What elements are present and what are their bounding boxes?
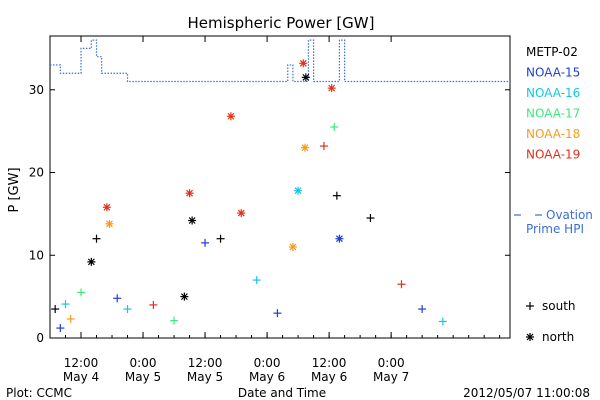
legend-entry-noaa-18: NOAA-18 (526, 127, 580, 141)
x-tick-date-label: May 4 (63, 370, 99, 384)
x-tick-date-label: May 5 (125, 370, 161, 384)
x-tick-date-label: May 7 (373, 370, 409, 384)
y-tick-label: 30 (29, 83, 44, 97)
ovation-line (50, 39, 510, 83)
ovation-step-line (50, 39, 510, 83)
x-tick-date-label: May 6 (249, 370, 285, 384)
data-point-south (438, 317, 447, 326)
plot-frame (49, 35, 511, 339)
data-point-south (330, 123, 339, 132)
y-tick-label: 20 (29, 166, 44, 180)
data-point-south (113, 294, 122, 303)
data-point-north (327, 84, 336, 93)
x-tick-date-label: May 6 (311, 370, 347, 384)
data-point-south (61, 300, 70, 309)
data-point-north (237, 209, 246, 218)
x-tick-time-label: 0:00 (130, 356, 157, 370)
legend-entry-noaa-17: NOAA-17 (526, 107, 580, 121)
chart-title: Hemispheric Power [GW] (188, 14, 375, 32)
x-tick-time-label: 12:00 (188, 356, 223, 370)
data-point-south (149, 300, 158, 309)
data-point-south (332, 191, 341, 200)
legend-entry-noaa-16: NOAA-16 (526, 86, 580, 100)
x-axis-label: Date and Time (238, 386, 326, 400)
data-point-south (273, 309, 282, 318)
y-tick-label: 0 (36, 331, 44, 345)
data-point-south (170, 316, 179, 325)
data-point-north (105, 219, 114, 228)
data-point-south (252, 276, 261, 285)
y-axis-ticks: 0 10 20 30 (29, 83, 510, 345)
north-marker-legend (526, 333, 534, 341)
south-marker-legend (526, 302, 534, 310)
data-point-north (87, 257, 96, 266)
data-point-south (418, 305, 427, 314)
south-marker-label: south (542, 299, 576, 313)
x-tick-time-label: 0:00 (254, 356, 281, 370)
north-marker-label: north (542, 330, 574, 344)
plot-credit: Plot: CCMC (6, 386, 72, 400)
data-point-south (216, 234, 225, 243)
data-points (51, 59, 447, 333)
legend-entry-metp-02: METP-02 (526, 45, 578, 59)
x-tick-time-label: 12:00 (64, 356, 99, 370)
ovation-legend-label: Ovation (546, 208, 593, 222)
data-point-south (201, 238, 210, 247)
data-point-north (301, 73, 310, 82)
data-point-north (288, 242, 297, 251)
data-point-north (102, 203, 111, 212)
data-point-south (366, 214, 375, 223)
data-point-south (77, 288, 86, 297)
data-point-north (188, 216, 197, 225)
data-point-north (300, 143, 309, 152)
data-point-south (397, 280, 406, 289)
data-point-south (123, 305, 132, 314)
data-point-north (180, 292, 189, 301)
legend: METP-02 NOAA-15 NOAA-16 NOAA-17 NOAA-18 NOAA-… (514, 45, 593, 344)
data-point-north (335, 234, 344, 243)
timestamp: 2012/05/07 11:00:08 (463, 386, 590, 400)
data-point-south (56, 324, 65, 333)
data-point-south (51, 305, 60, 314)
data-point-north (226, 112, 235, 121)
data-point-north (299, 59, 308, 68)
y-axis-label: P [GW] (7, 167, 22, 212)
x-tick-date-label: May 5 (187, 370, 223, 384)
legend-entry-noaa-19: NOAA-19 (526, 148, 580, 162)
data-point-north (294, 186, 303, 195)
data-point-south (319, 142, 328, 151)
y-tick-label: 10 (29, 248, 44, 262)
data-point-south (92, 234, 101, 243)
data-point-north (185, 189, 194, 198)
ovation-legend-label-2: Prime HPI (526, 222, 584, 236)
legend-entry-noaa-15: NOAA-15 (526, 66, 580, 80)
x-tick-time-label: 12:00 (312, 356, 347, 370)
data-point-south (66, 314, 75, 323)
x-tick-time-label: 0:00 (378, 356, 405, 370)
